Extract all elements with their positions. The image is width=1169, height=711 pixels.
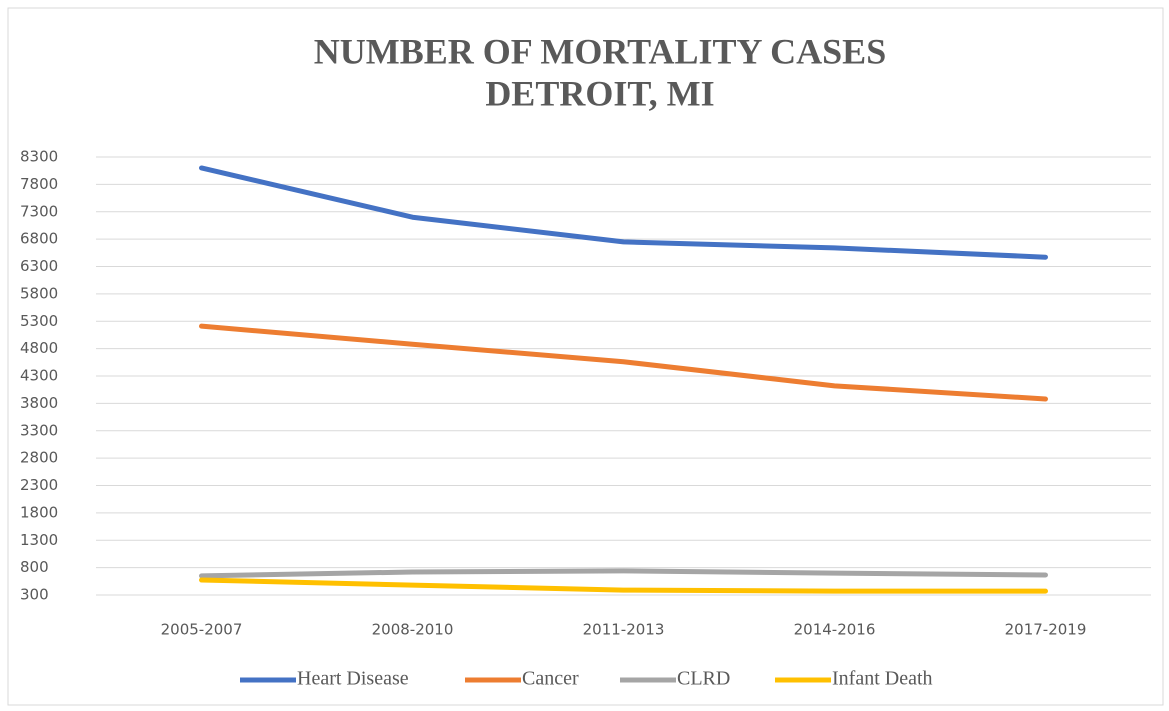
series-line bbox=[199, 323, 1048, 402]
legend-label: CLRD bbox=[677, 668, 730, 690]
y-tick-label: 2300 bbox=[20, 476, 58, 494]
y-tick-label: 7300 bbox=[20, 202, 58, 220]
series-line bbox=[199, 568, 1048, 579]
y-tick-label: 4800 bbox=[20, 339, 58, 357]
chart-subtitle: DETROIT, MI bbox=[485, 73, 714, 113]
y-tick-label: 3800 bbox=[20, 394, 58, 412]
legend-label: Cancer bbox=[522, 668, 579, 690]
y-tick-label: 4300 bbox=[20, 367, 58, 385]
y-tick-label: 6800 bbox=[20, 230, 58, 248]
y-tick-label: 5300 bbox=[20, 312, 58, 330]
y-tick-label: 300 bbox=[20, 586, 49, 604]
x-tick-label: 2005-2007 bbox=[161, 621, 243, 639]
x-tick-label: 2011-2013 bbox=[583, 621, 665, 639]
x-tick-label: 2008-2010 bbox=[372, 621, 454, 639]
y-tick-label: 5800 bbox=[20, 284, 58, 302]
legend-label: Heart Disease bbox=[297, 668, 409, 690]
series-line bbox=[199, 165, 1048, 260]
y-tick-label: 2800 bbox=[20, 449, 58, 467]
y-tick-label: 3300 bbox=[20, 421, 58, 439]
y-tick-label: 1300 bbox=[20, 531, 58, 549]
x-tick-label: 2014-2016 bbox=[794, 621, 876, 639]
y-tick-label: 8300 bbox=[20, 148, 58, 166]
y-tick-label: 6300 bbox=[20, 257, 58, 275]
series-line bbox=[199, 577, 1048, 594]
chart-title: NUMBER OF MORTALITY CASES bbox=[314, 31, 886, 71]
y-tick-label: 1800 bbox=[20, 503, 58, 521]
y-tick-label: 800 bbox=[20, 558, 49, 576]
x-tick-label: 2017-2019 bbox=[1005, 621, 1087, 639]
legend-label: Infant Death bbox=[832, 668, 933, 690]
y-tick-label: 7800 bbox=[20, 175, 58, 193]
